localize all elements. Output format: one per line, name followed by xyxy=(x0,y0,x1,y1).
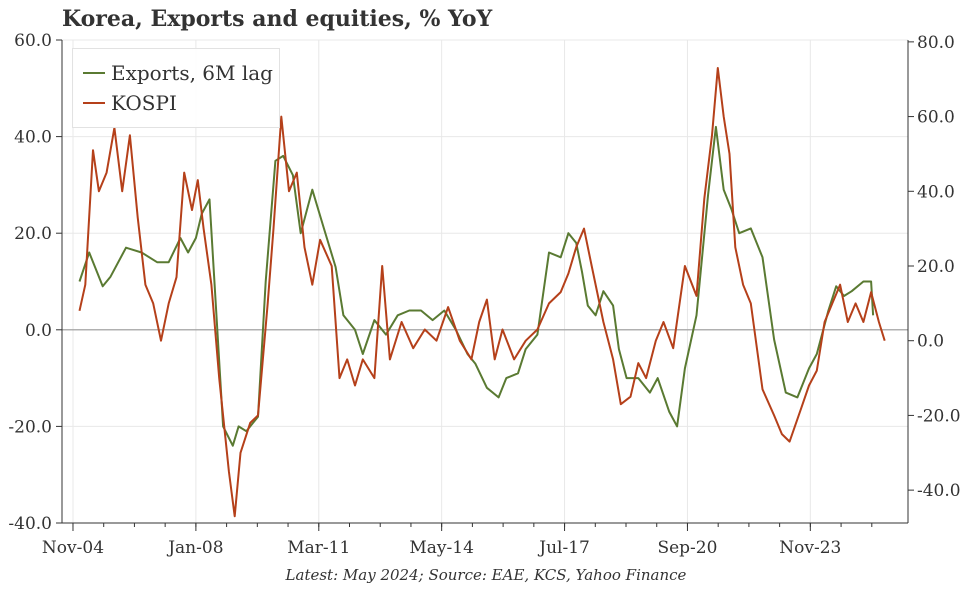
legend-item-exports: Exports, 6M lag xyxy=(83,59,273,87)
y-right-tick-label: 20.0 xyxy=(917,257,955,277)
y-left-tick-label: -20.0 xyxy=(8,417,52,437)
y-left-tick-label: 60.0 xyxy=(14,31,52,51)
y-right-tick-label: 80.0 xyxy=(917,33,955,53)
legend-swatch-exports xyxy=(83,72,105,74)
x-tick-label: Nov-23 xyxy=(779,538,841,558)
y-right-tick-label: 60.0 xyxy=(917,108,955,128)
x-tick-label: Jan-08 xyxy=(166,538,223,558)
x-tick-label: Nov-04 xyxy=(42,538,104,558)
legend: Exports, 6M lag KOSPI xyxy=(72,48,280,128)
y-right-tick-label: -20.0 xyxy=(917,406,961,426)
legend-label-kospi: KOSPI xyxy=(111,91,177,115)
legend-swatch-kospi xyxy=(83,102,105,104)
y-left-tick-label: 40.0 xyxy=(14,128,52,148)
x-tick-label: May-14 xyxy=(409,538,474,558)
series-line-exports xyxy=(78,125,875,447)
y-left-tick-label: -40.0 xyxy=(8,514,52,534)
y-left-tick-label: 20.0 xyxy=(14,224,52,244)
source-footnote: Latest: May 2024; Source: EAE, KCS, Yaho… xyxy=(285,566,687,584)
x-tick-label: Sep-20 xyxy=(657,538,717,558)
x-tick-label: Jul-17 xyxy=(537,538,590,558)
series-line-kospi xyxy=(78,67,886,518)
chart-svg: -40.0 -20.0 0.0 20.0 40.0 60.0 -40.0 -20.0 0.0 20… xyxy=(8,31,960,558)
y-left-tick-label: 0.0 xyxy=(25,321,52,341)
y-right-tick-label: -40.0 xyxy=(917,481,961,501)
chart-title: Korea, Exports and equities, % YoY xyxy=(62,6,493,32)
legend-label-exports: Exports, 6M lag xyxy=(111,61,273,85)
legend-item-kospi: KOSPI xyxy=(83,89,177,117)
series-layer xyxy=(78,67,886,518)
y-right-tick-label: 0.0 xyxy=(917,332,944,352)
x-tick-label: Mar-11 xyxy=(287,538,350,558)
axes: -40.0 -20.0 0.0 20.0 40.0 60.0 -40.0 -20.0 0.0 20… xyxy=(8,31,960,558)
y-right-tick-label: 40.0 xyxy=(917,182,955,202)
